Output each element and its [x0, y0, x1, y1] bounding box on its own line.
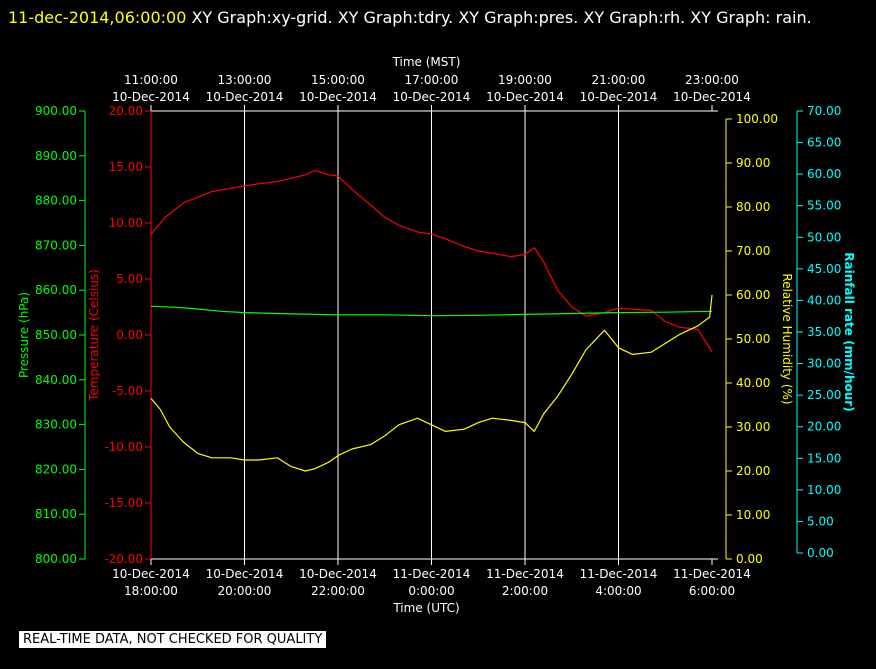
pressure-tick-label: 820.00 — [35, 462, 77, 476]
humidity-tick-label: 50.00 — [736, 332, 770, 346]
humidity-tick-label: 0.00 — [736, 552, 763, 566]
humidity-series-line — [150, 294, 713, 472]
page-title: 11-dec-2014,06:00:00 XY Graph:xy-grid. X… — [8, 3, 868, 33]
x-top-tick-label-date: 10-Dec-2014 — [112, 90, 190, 104]
x-top-tick-label-time: 15:00:00 — [311, 73, 365, 87]
humidity-tick-label: 40.00 — [736, 376, 770, 390]
x-top-tick-label-date: 10-Dec-2014 — [673, 90, 751, 104]
x-top-tick-label-date: 10-Dec-2014 — [486, 90, 564, 104]
x-top-tick-label-time: 23:00:00 — [685, 73, 739, 87]
rain-tick-label: 45.00 — [807, 262, 841, 276]
pressure-tick-label: 810.00 — [35, 507, 77, 521]
pressure-tick-label: 860.00 — [35, 283, 77, 297]
pressure-tick-label: 900.00 — [35, 104, 77, 118]
title-graph-list: XY Graph:xy-grid. XY Graph:tdry. XY Grap… — [186, 8, 812, 27]
title-timestamp: 11-dec-2014,06:00:00 — [8, 8, 187, 27]
rain-tick-label: 0.00 — [807, 546, 834, 560]
axes-layer: 10-Dec-2014 18:00:00 11:00:00 10-Dec-2014 10… — [17, 55, 856, 615]
x-tick-label-time: 0:00:00 — [408, 584, 454, 598]
x-tick-label-time: 22:00:00 — [311, 584, 365, 598]
temperature-tick-label: 0.00 — [116, 328, 143, 342]
pressure-tick-label: 880.00 — [35, 194, 77, 208]
rain-tick-label: 65.00 — [807, 136, 841, 150]
rain-tick-label: 30.00 — [807, 357, 841, 371]
x-top-tick-label-date: 10-Dec-2014 — [393, 90, 471, 104]
pressure-tick-label: 870.00 — [35, 238, 77, 252]
humidity-tick-label: 90.00 — [736, 156, 770, 170]
humidity-tick-label: 100.00 — [736, 112, 778, 126]
pressure-tick-label: 840.00 — [35, 373, 77, 387]
temperature-tick-label: -5.00 — [112, 384, 143, 398]
x-axis-label-utc: Time (UTC) — [392, 601, 459, 615]
humidity-tick-label: 30.00 — [736, 420, 770, 434]
pressure-tick-label: 830.00 — [35, 418, 77, 432]
humidity-tick-label: 80.00 — [736, 200, 770, 214]
x-top-tick-label-time: 11:00:00 — [124, 73, 178, 87]
x-tick-label-date: 11-Dec-2014 — [580, 567, 658, 581]
rain-axis-label: Rainfall rate (mm/hour) — [842, 252, 856, 411]
temperature-tick-label: -15.00 — [104, 496, 143, 510]
rain-tick-label: 40.00 — [807, 293, 841, 307]
x-tick-label-time: 18:00:00 — [124, 584, 178, 598]
x-top-tick-label-time: 19:00:00 — [498, 73, 552, 87]
temperature-tick-label: -10.00 — [104, 440, 143, 454]
rain-tick-label: 70.00 — [807, 104, 841, 118]
x-tick-label-date: 11-Dec-2014 — [673, 567, 751, 581]
x-tick-label-time: 20:00:00 — [218, 584, 272, 598]
x-tick-label-date: 10-Dec-2014 — [206, 567, 284, 581]
rain-tick-label: 60.00 — [807, 167, 841, 181]
series-layer — [150, 169, 713, 472]
quality-warning-label: REAL-TIME DATA, NOT CHECKED FOR QUALITY — [19, 631, 327, 648]
x-tick-label-time: 4:00:00 — [595, 584, 641, 598]
x-tick-label-date: 10-Dec-2014 — [299, 567, 377, 581]
pressure-tick-label: 890.00 — [35, 149, 77, 163]
rain-tick-label: 20.00 — [807, 420, 841, 434]
rain-tick-label: 50.00 — [807, 230, 841, 244]
pressure-tick-label: 850.00 — [35, 328, 77, 342]
rain-tick-label: 15.00 — [807, 451, 841, 465]
temperature-tick-label: 20.00 — [109, 104, 143, 118]
x-tick-label-time: 2:00:00 — [502, 584, 548, 598]
rain-tick-label: 25.00 — [807, 388, 841, 402]
x-top-tick-label-date: 10-Dec-2014 — [580, 90, 658, 104]
rain-tick-label: 35.00 — [807, 325, 841, 339]
humidity-axis-label: Relative Humidity (%) — [780, 273, 794, 404]
x-tick-label-time: 6:00:00 — [689, 584, 735, 598]
x-top-tick-label-date: 10-Dec-2014 — [299, 90, 377, 104]
humidity-tick-label: 60.00 — [736, 288, 770, 302]
x-tick-label-date: 11-Dec-2014 — [393, 567, 471, 581]
temperature-tick-label: 5.00 — [116, 272, 143, 286]
x-top-tick-label-time: 13:00:00 — [218, 73, 272, 87]
pressure-tick-label: 800.00 — [35, 552, 77, 566]
x-axis-label-mst: Time (MST) — [392, 55, 461, 69]
pressure-series-line — [150, 305, 713, 317]
humidity-tick-label: 70.00 — [736, 244, 770, 258]
rain-tick-label: 55.00 — [807, 199, 841, 213]
temperature-tick-label: 15.00 — [109, 160, 143, 174]
temperature-axis-label: Temperature (Celsius) — [87, 269, 101, 402]
pressure-axis-label: Pressure (hPa) — [17, 292, 31, 378]
x-top-tick-label-date: 10-Dec-2014 — [206, 90, 284, 104]
rain-tick-label: 5.00 — [807, 514, 834, 528]
rain-tick-label: 10.00 — [807, 483, 841, 497]
x-top-tick-label-time: 17:00:00 — [405, 73, 459, 87]
x-tick-label-date: 10-Dec-2014 — [112, 567, 190, 581]
humidity-tick-label: 20.00 — [736, 464, 770, 478]
temperature-tick-label: 10.00 — [109, 216, 143, 230]
temperature-tick-label: -20.00 — [104, 552, 143, 566]
x-tick-label-date: 11-Dec-2014 — [486, 567, 564, 581]
x-top-tick-label-time: 21:00:00 — [592, 73, 646, 87]
temperature-series-line — [150, 169, 713, 353]
humidity-tick-label: 10.00 — [736, 508, 770, 522]
